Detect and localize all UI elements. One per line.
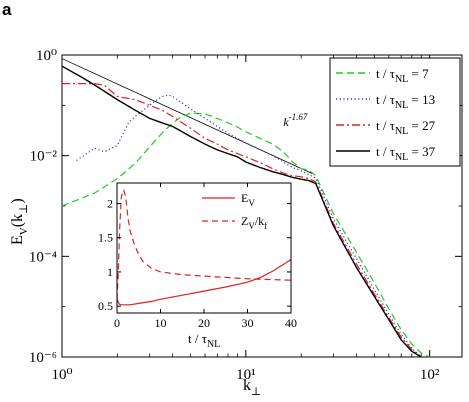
x-label-text: k⊥ [243, 377, 261, 398]
inset-y-tick-label: 2 [107, 197, 113, 211]
legend-label: t / τNL = 37 [376, 144, 436, 163]
series-line-2 [62, 83, 422, 358]
reference-power-law-line [61, 58, 313, 174]
main-plot: 10⁰ 10¹ 10² 10⁻⁶ 10⁻⁴ 10⁻² 10⁰ k-1.67 t / τNL … [9, 48, 463, 398]
inset-series-line-0 [116, 259, 292, 306]
inset-x-tick-label: 40 [285, 316, 297, 330]
series-line-1 [76, 94, 422, 358]
main-legend: t / τNL = 7 t / τNL = 13 t / τNL = 27 t / τ… [329, 57, 461, 167]
legend-label: t / τNL = 27 [376, 118, 436, 137]
main-x-axis-label: k⊥ [243, 377, 261, 398]
y-tick-label: 10⁻⁶ [29, 350, 57, 366]
y-tick-label: 10⁻⁴ [29, 249, 57, 265]
series-line-3 [61, 65, 422, 358]
inset-y-tick-label: 0.5 [98, 299, 113, 313]
panel-label: a [2, 0, 12, 19]
inset-x-axis-label: t / τNL [188, 331, 220, 350]
inset-legend-label: EV [241, 191, 255, 208]
y-tick-label: 10⁻² [30, 149, 58, 165]
y-label-text: EV(k⊥) [9, 198, 30, 245]
main-series-group [61, 65, 430, 358]
inset-axis-ticks: 0 10 20 30 40 0.5 1 1.5 2 [98, 183, 297, 330]
y-tick-label: 10⁰ [36, 48, 57, 64]
inset-y-tick-label: 1.5 [98, 231, 113, 245]
inset-x-tick-label: 20 [198, 316, 210, 330]
x-tick-label: 10¹ [236, 367, 256, 383]
inset-y-tick-label: 1 [107, 265, 113, 279]
inset-legend-label: ZV/kf [241, 214, 267, 231]
main-axis-ticks: 10⁰ 10¹ 10² 10⁻⁶ 10⁻⁴ 10⁻² 10⁰ [29, 48, 462, 383]
x-tick-label: 10² [420, 367, 440, 383]
inset-x-tick-label: 10 [155, 316, 167, 330]
inset-x-label-text: t / τNL [188, 331, 220, 350]
inset-x-tick-label: 0 [114, 316, 120, 330]
inset-legend: EV ZV/kf [202, 191, 267, 231]
inset-plot: 0 10 20 30 40 0.5 1 1.5 2 EV ZV/kf t / τNL [98, 182, 297, 350]
x-tick-label: 10⁰ [51, 367, 72, 383]
legend-label: t / τNL = 7 [376, 66, 429, 85]
inset-series-line-1 [116, 187, 292, 300]
inset-series-group [116, 187, 292, 306]
legend-box [329, 57, 461, 167]
legend-label: t / τNL = 13 [376, 92, 435, 111]
main-y-axis-label: EV(k⊥) [9, 198, 30, 245]
series-line-0 [61, 112, 430, 358]
inset-x-tick-label: 30 [242, 316, 254, 330]
inset-background [117, 183, 291, 313]
slope-annotation: k-1.67 [283, 112, 308, 129]
